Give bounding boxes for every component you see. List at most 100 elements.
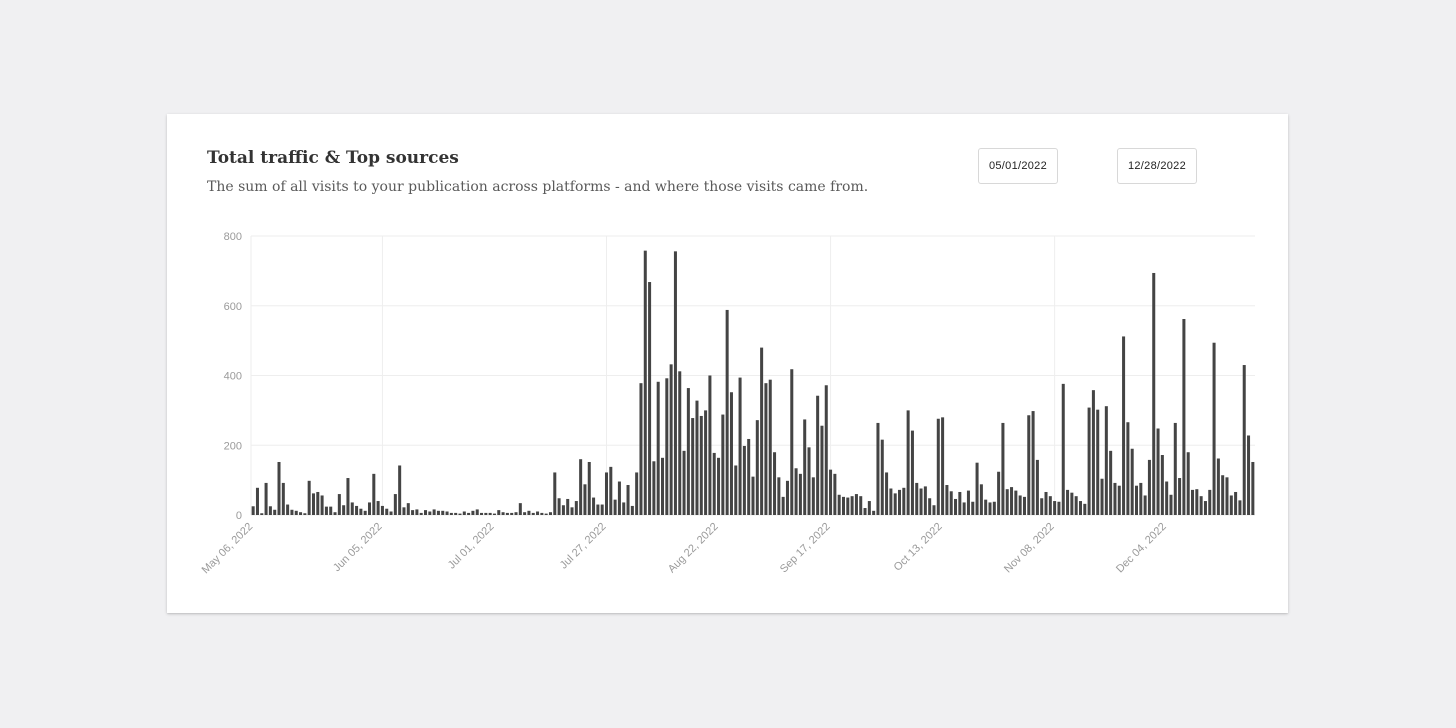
bar[interactable] [656,381,660,515]
bar[interactable] [768,379,772,515]
bar[interactable] [811,477,815,515]
bar[interactable] [954,498,958,515]
bar[interactable] [846,497,850,515]
bar[interactable] [915,482,919,515]
bar[interactable] [717,457,721,515]
bar[interactable] [324,506,328,515]
bar[interactable] [1216,458,1220,516]
bar[interactable] [1061,383,1065,515]
bar[interactable] [1242,365,1246,515]
bar[interactable] [510,512,514,515]
bar[interactable] [536,511,540,515]
bar[interactable] [691,418,695,515]
bar[interactable] [389,511,393,515]
bar[interactable] [630,505,634,515]
bar[interactable] [484,512,488,515]
bar[interactable] [755,420,759,515]
bar[interactable] [1139,482,1143,515]
bar[interactable] [1130,448,1134,515]
bar[interactable] [1001,422,1005,515]
bar[interactable] [962,502,966,515]
bar[interactable] [604,472,609,515]
bar[interactable] [803,419,807,515]
bar[interactable] [1044,491,1048,515]
bar[interactable] [471,510,475,515]
bar[interactable] [699,415,703,515]
bar[interactable] [1022,496,1026,515]
bar[interactable] [346,478,350,515]
bar[interactable] [342,505,346,515]
bar[interactable] [557,498,561,515]
bar[interactable] [785,480,789,515]
bar[interactable] [596,504,600,515]
bar[interactable] [919,488,923,516]
bar[interactable] [975,462,979,515]
bar[interactable] [729,392,733,515]
bar[interactable] [333,512,337,515]
bar[interactable] [1100,478,1104,515]
bar[interactable] [527,510,531,515]
bar[interactable] [290,509,294,515]
bar[interactable] [898,489,902,515]
bar[interactable] [307,480,311,515]
bar[interactable] [566,498,570,515]
bar[interactable] [635,472,639,515]
bar[interactable] [695,400,699,515]
bar[interactable] [1048,496,1052,515]
bar[interactable] [497,510,501,515]
bar[interactable] [1040,498,1044,515]
bar[interactable] [505,512,509,515]
bar[interactable] [794,468,798,515]
bar[interactable] [850,496,854,515]
bar[interactable] [867,501,871,515]
bar[interactable] [1195,489,1199,515]
bar[interactable] [721,414,725,515]
bar[interactable] [885,472,889,515]
bar[interactable] [1074,496,1078,515]
bar[interactable] [807,447,811,515]
bar[interactable] [540,512,544,515]
bar[interactable] [712,452,716,515]
bar[interactable] [949,491,953,515]
bar[interactable] [661,457,665,515]
bar[interactable] [863,508,867,515]
bar[interactable] [1221,475,1225,515]
bar[interactable] [449,512,453,515]
bar[interactable] [277,461,281,515]
bar[interactable] [1225,477,1229,515]
bar[interactable] [790,369,794,515]
bar[interactable] [984,499,988,515]
bar[interactable] [467,512,471,515]
bar[interactable] [492,513,496,515]
bar[interactable] [764,383,768,515]
bar[interactable] [760,347,764,515]
bar[interactable] [428,511,432,515]
bar[interactable] [1014,490,1018,515]
bar[interactable] [415,509,419,515]
bar[interactable] [402,507,406,515]
bar[interactable] [303,513,307,515]
bar[interactable] [1134,485,1139,515]
bar[interactable] [1018,495,1022,515]
bar[interactable] [639,383,643,515]
bar[interactable] [971,501,975,515]
bar[interactable] [548,512,552,515]
bar[interactable] [988,502,992,515]
bar[interactable] [1053,501,1057,515]
bar[interactable] [574,501,578,515]
bar[interactable] [600,504,604,515]
bar[interactable] [1035,459,1039,515]
bar[interactable] [1182,319,1186,515]
bar[interactable] [622,502,626,515]
bar[interactable] [854,494,858,515]
bar[interactable] [523,512,527,515]
bar[interactable] [941,417,945,515]
bar[interactable] [1057,501,1061,515]
bar[interactable] [829,469,833,515]
bar[interactable] [609,466,613,515]
bar[interactable] [923,486,927,515]
bar[interactable] [652,461,656,515]
bar[interactable] [1104,406,1108,515]
bar[interactable] [268,506,272,515]
start-date-input[interactable] [978,148,1058,184]
